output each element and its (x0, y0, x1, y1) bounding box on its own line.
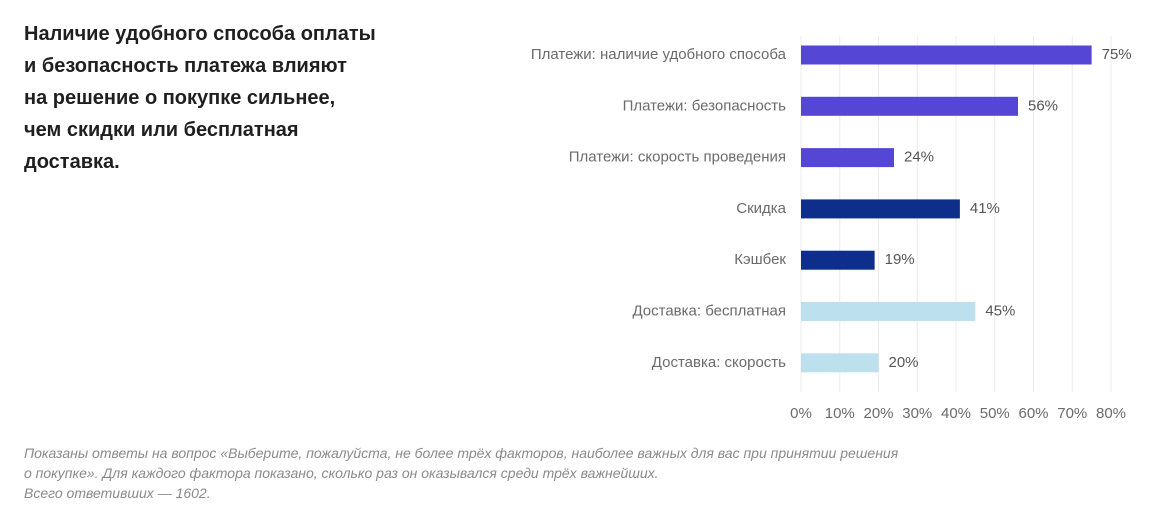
x-tick-label: 60% (1018, 405, 1048, 422)
footnote-line: о покупке». Для каждого фактора показано… (24, 465, 659, 481)
bars (801, 45, 1092, 373)
category-label: Платежи: скорость проведения (569, 149, 786, 166)
x-tick-label: 50% (980, 405, 1010, 422)
category-label: Доставка: скорость (652, 354, 786, 371)
chart-title-line: чем скидки или бесплатная (24, 119, 299, 141)
bar (801, 353, 879, 373)
category-label: Скидка (736, 200, 786, 217)
category-label: Кэшбек (734, 251, 786, 268)
chart-title-line: и безопасность платежа влияют (24, 55, 347, 77)
value-label: 24% (904, 149, 934, 166)
category-label: Платежи: безопасность (623, 97, 787, 114)
value-label: 45% (985, 302, 1015, 319)
bar (801, 96, 1018, 116)
bar (801, 199, 960, 219)
value-label: 19% (885, 251, 915, 268)
chart-title-line: доставка. (24, 151, 120, 173)
x-tick-label: 80% (1096, 405, 1126, 422)
x-tick-label: 0% (790, 405, 812, 422)
footnote-line: Всего ответивших — 1602. (24, 485, 211, 501)
footnote: Показаны ответы на вопрос «Выберите, пож… (24, 443, 1104, 503)
bar (801, 45, 1092, 65)
x-tick-label: 20% (863, 405, 893, 422)
value-label: 20% (889, 354, 919, 371)
bar (801, 148, 894, 168)
chart-title-line: Наличие удобного способа оплаты (24, 23, 376, 45)
value-label: 75% (1102, 46, 1132, 63)
x-tick-label: 40% (941, 405, 971, 422)
value-label: 41% (970, 200, 1000, 217)
value-label: 56% (1028, 97, 1058, 114)
chart-title-line: на решение о покупке сильнее, (24, 87, 336, 109)
category-label: Доставка: бесплатная (632, 302, 786, 319)
x-tick-label: 30% (902, 405, 932, 422)
x-tick-label: 10% (825, 405, 855, 422)
category-labels: Платежи: наличие удобного способа Платежи… (531, 46, 787, 371)
chart-title: Наличие удобного способа оплаты и безопа… (24, 18, 444, 178)
value-labels: 75% 56% 24% 41% 19% 45% 20% (885, 46, 1132, 371)
x-axis-tick-labels: 0% 10% 20% 30% 40% 50% 60% 70% 80% (790, 405, 1126, 422)
bar (801, 302, 976, 321)
bar (801, 250, 875, 270)
footnote-line: Показаны ответы на вопрос «Выберите, пож… (24, 445, 899, 461)
x-tick-label: 70% (1057, 405, 1087, 422)
category-label: Платежи: наличие удобного способа (531, 46, 787, 63)
